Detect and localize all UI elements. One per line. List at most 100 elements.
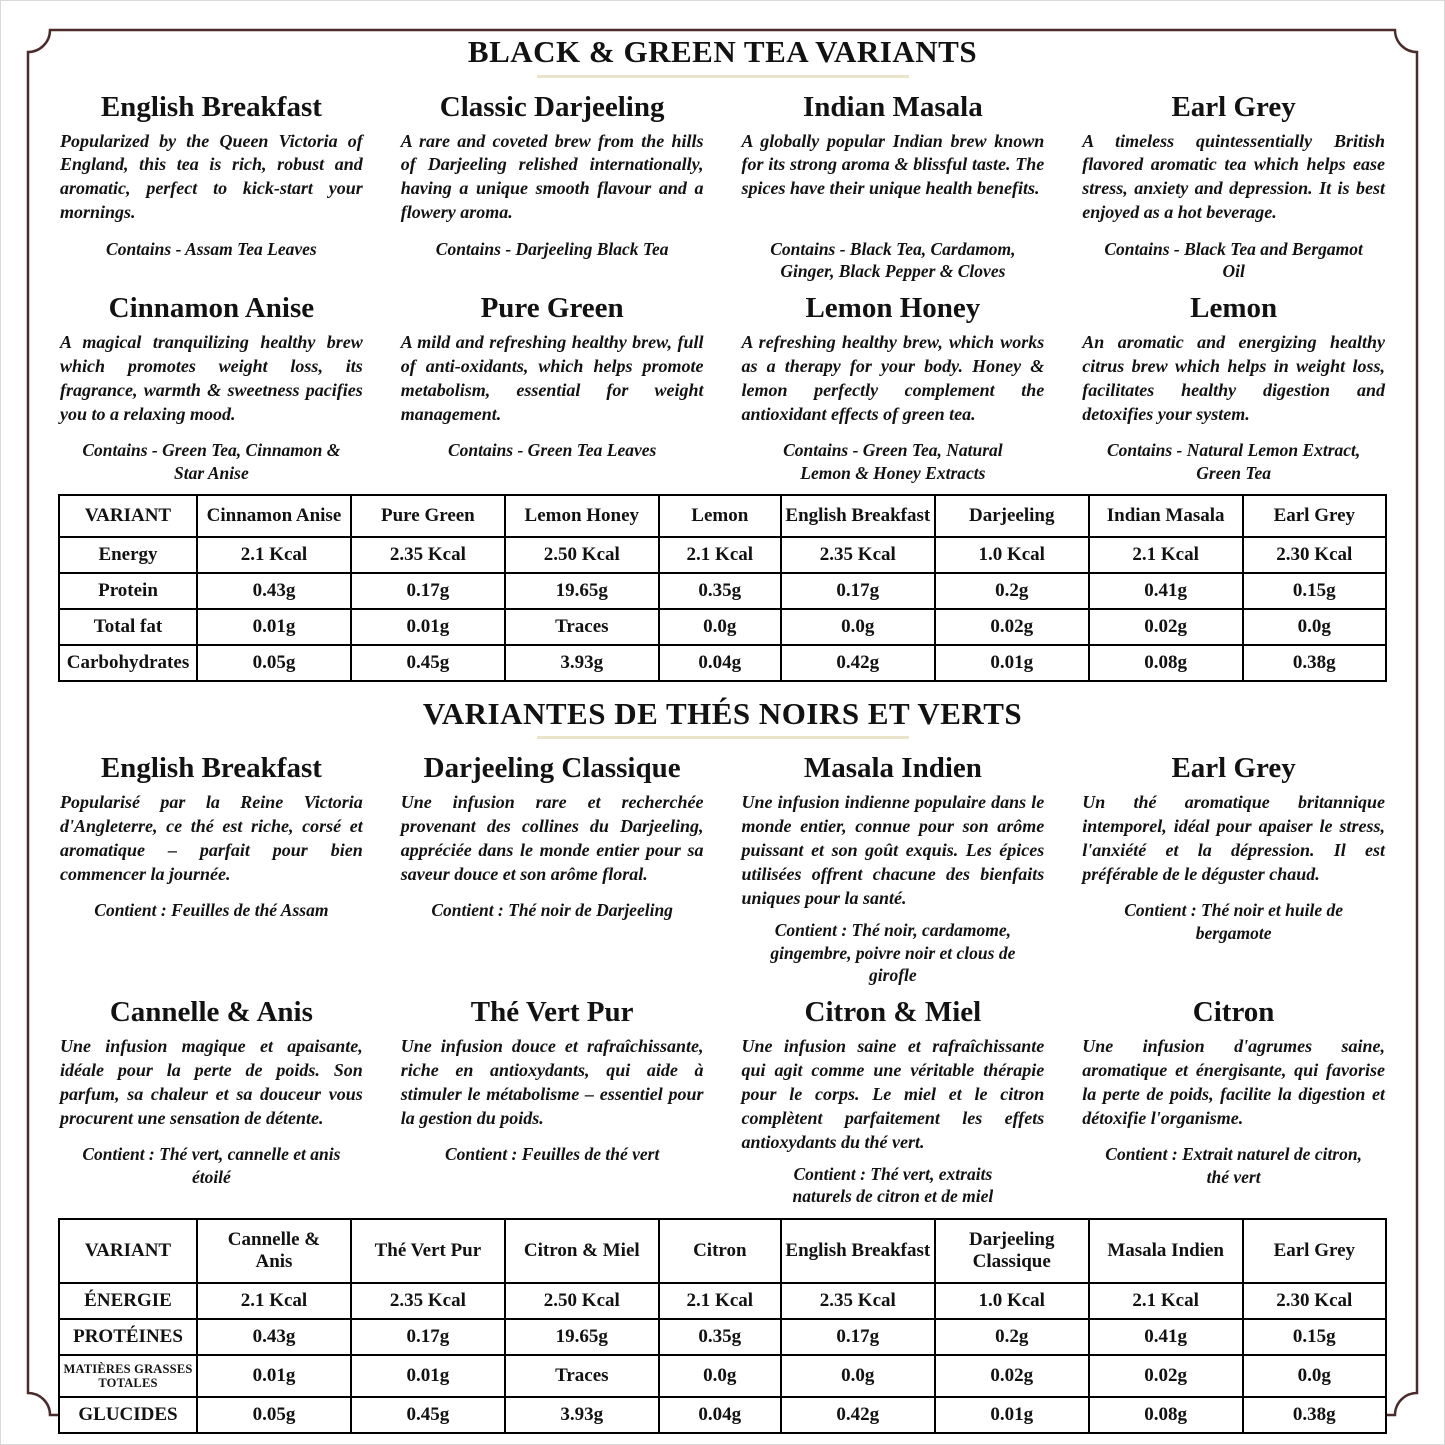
tea-name: Earl Grey (1171, 90, 1296, 123)
table-cell: 0.0g (657, 1353, 782, 1399)
row-label: GLUCIDES (58, 1396, 198, 1435)
table-cell: 0.17g (349, 1317, 506, 1356)
table-cell: 2.35 Kcal (349, 1281, 506, 1320)
table-cell: 0.01g (196, 1353, 352, 1399)
tea-card-citron-miel: Citron & Miel Une infusion saine et rafr… (740, 993, 1047, 1208)
table-row-energy: Energy 2.1 Kcal 2.35 Kcal 2.50 Kcal 2.1 … (58, 536, 1388, 575)
table-cell: 2.30 Kcal (1241, 1281, 1388, 1320)
tea-name: Citron (1192, 996, 1275, 1029)
table-cell: 2.35 Kcal (779, 1281, 936, 1320)
tea-contains: Contient : Thé noir et huile de bergamot… (1124, 900, 1344, 943)
tea-name: Masala Indien (803, 752, 982, 785)
table-cell: 0.38g (1241, 643, 1388, 682)
table-cell: 0.17g (349, 572, 506, 610)
tea-contains: Contient : Thé vert, cannelle et anis ét… (82, 1144, 341, 1187)
tea-contains: Contient : Thé noir de Darjeeling (431, 900, 673, 921)
table-cell: 1.0 Kcal (933, 1281, 1090, 1320)
col-header: Darjeeling Classique (933, 1218, 1090, 1284)
col-header: Earl Grey (1241, 494, 1388, 539)
table-cell: 2.1 Kcal (1087, 1281, 1244, 1320)
table-cell: 0.04g (657, 1396, 782, 1435)
table-cell: 0.0g (1241, 607, 1388, 646)
table-cell: 2.50 Kcal (503, 536, 660, 575)
title-underline-english (536, 74, 909, 78)
tea-name: Citron & Miel (804, 996, 982, 1029)
table-cell: 0.0g (779, 1353, 936, 1399)
tea-contains: Contient : Extrait naturel de citron, th… (1105, 1144, 1362, 1187)
table-cell: 0.35g (657, 572, 782, 610)
tea-description: Une infusion magique et apaisante, idéal… (60, 1036, 363, 1128)
table-cell: 0.42g (779, 1396, 936, 1435)
tea-card-indian-masala: Indian Masala A globally popular Indian … (740, 88, 1047, 283)
table-header-row: VARIANT Cannelle & Anis Thé Vert Pur Cit… (58, 1218, 1388, 1284)
tea-contains: Contains - Assam Tea Leaves (106, 238, 317, 259)
table-cell: 0.08g (1087, 643, 1244, 682)
col-header: Cinnamon Anise (196, 494, 352, 539)
tea-contains: Contient : Feuilles de thé Assam (94, 900, 329, 921)
table-cell: Traces (503, 1353, 660, 1399)
tea-card-classic-darjeeling: Classic Darjeeling A rare and coveted br… (399, 88, 706, 283)
table-row-glucides: GLUCIDES 0.05g 0.45g 3.93g 0.04g 0.42g 0… (58, 1396, 1388, 1435)
table-cell: 0.15g (1241, 572, 1388, 610)
tea-contains: Contains - Green Tea, Cinnamon & Star An… (82, 439, 341, 483)
section-title-french: VARIANTES DE THÉS NOIRS ET VERTS (422, 695, 1023, 731)
col-header-variant: VARIANT (58, 494, 198, 539)
tea-description: Une infusion saine et rafraîchissante qu… (741, 1036, 1045, 1152)
tea-name: Pure Green (480, 292, 624, 325)
tea-grid-french: English Breakfast Popularisé par la Rein… (58, 749, 1387, 1208)
tea-description: Un thé aromatique britannique intemporel… (1082, 792, 1385, 884)
table-cell: 0.45g (349, 643, 506, 682)
table-cell: 0.38g (1241, 1396, 1388, 1435)
row-label: Carbohydrates (58, 643, 198, 682)
table-cell: 0.01g (196, 607, 352, 646)
col-header: Thé Vert Pur (349, 1218, 506, 1284)
table-cell: 19.65g (503, 572, 660, 610)
tea-card-lemon-honey: Lemon Honey A refreshing healthy brew, w… (740, 289, 1047, 484)
table-cell: 0.45g (349, 1396, 506, 1435)
tea-card-pure-green: Pure Green A mild and refreshing healthy… (399, 289, 706, 484)
tea-contains: Contains - Green Tea Leaves (447, 439, 657, 460)
title-underline-french (536, 736, 909, 740)
table-cell: 2.1 Kcal (657, 536, 782, 575)
tea-contains: Contains - Natural Lemon Extract, Green … (1106, 439, 1361, 483)
table-cell: 0.08g (1087, 1396, 1244, 1435)
section-title-english: BLACK & GREEN TEA VARIANTS (467, 34, 978, 69)
tea-description: A globally popular Indian brew known for… (741, 130, 1045, 199)
table-cell: 0.01g (933, 643, 1090, 682)
table-cell: 2.1 Kcal (1087, 536, 1244, 575)
tea-name: English Breakfast (100, 90, 322, 123)
row-label: MATIÈRES GRASSES TOTALES (58, 1353, 198, 1399)
tea-name: Darjeeling Classique (423, 752, 681, 785)
table-cell: 0.01g (349, 1353, 506, 1399)
table-row-matieres-grasses: MATIÈRES GRASSES TOTALES 0.01g 0.01g Tra… (58, 1353, 1388, 1399)
row-label: Energy (58, 536, 198, 575)
table-cell: 3.93g (503, 643, 660, 682)
tea-description: A magical tranquilizing healthy brew whi… (60, 331, 363, 424)
col-header: Cannelle & Anis (196, 1218, 352, 1284)
tea-card-english-breakfast: English Breakfast Popularized by the Que… (58, 88, 365, 283)
tea-contains: Contains - Darjeeling Black Tea (435, 238, 669, 259)
col-header: Indian Masala (1087, 494, 1244, 539)
table-cell: 0.2g (933, 1317, 1090, 1356)
table-cell: 0.35g (657, 1317, 782, 1356)
col-header: Earl Grey (1241, 1218, 1388, 1284)
table-cell: 0.05g (196, 1396, 352, 1435)
table-cell: 0.41g (1087, 572, 1244, 610)
tea-description: Popularized by the Queen Victoria of Eng… (60, 130, 363, 223)
tea-name: English Breakfast (100, 752, 322, 785)
tea-name: Cinnamon Anise (108, 292, 315, 325)
table-cell: 2.1 Kcal (196, 536, 352, 575)
table-cell: 0.2g (933, 572, 1090, 610)
tea-card-earl-grey-fr: Earl Grey Un thé aromatique britannique … (1080, 749, 1387, 987)
table-cell: 2.1 Kcal (657, 1281, 782, 1320)
table-row-protein: Protein 0.43g 0.17g 19.65g 0.35g 0.17g 0… (58, 572, 1388, 610)
tea-card-earl-grey: Earl Grey A timeless quintessentially Br… (1080, 88, 1387, 283)
table-cell: 0.02g (1087, 1353, 1244, 1399)
table-cell: 0.43g (196, 572, 352, 610)
col-header: Pure Green (349, 494, 506, 539)
tea-description: Popularisé par la Reine Victoria d'Angle… (60, 792, 363, 884)
col-header: English Breakfast (779, 494, 936, 539)
table-row-energie: ÉNERGIE 2.1 Kcal 2.35 Kcal 2.50 Kcal 2.1… (58, 1281, 1388, 1320)
table-cell: 0.43g (196, 1317, 352, 1356)
table-cell: 0.0g (657, 607, 782, 646)
